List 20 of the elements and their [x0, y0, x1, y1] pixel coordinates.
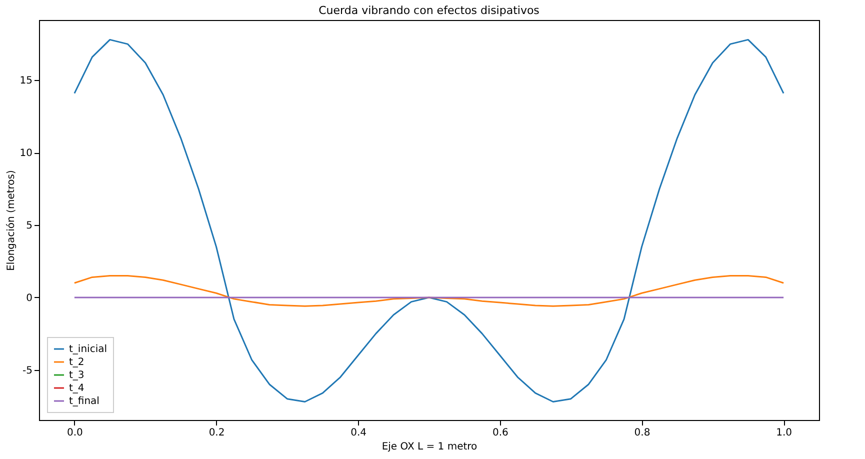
legend-label: t_3: [69, 370, 84, 381]
y-tick-label: 15: [20, 76, 32, 87]
y-tick-label: 5: [26, 220, 32, 232]
x-tick-label: 0.8: [634, 428, 650, 438]
y-tick-label: 0: [26, 292, 32, 304]
x-tick-label: 1.0: [776, 428, 792, 438]
legend-label: t_2: [69, 357, 84, 368]
y-tick-label: -5: [22, 365, 32, 376]
x-tick-label: 0.4: [350, 428, 367, 438]
x-tick-label: 0.6: [492, 428, 508, 438]
y-tick-label: 10: [20, 148, 32, 160]
x-tick-label: 0.2: [208, 428, 225, 438]
y-axis-title: Elongación (metros): [6, 170, 17, 271]
legend-label: t_final: [69, 396, 100, 407]
x-axis-title: Eje OX L = 1 metro: [382, 442, 478, 452]
legend-label: t_inicial: [69, 344, 107, 355]
chart-title: Cuerda vibrando con efectos disipativos: [318, 4, 540, 17]
line-series: [74, 275, 784, 307]
x-tick-label: 0.0: [67, 428, 83, 438]
legend-label: t_4: [69, 383, 84, 394]
